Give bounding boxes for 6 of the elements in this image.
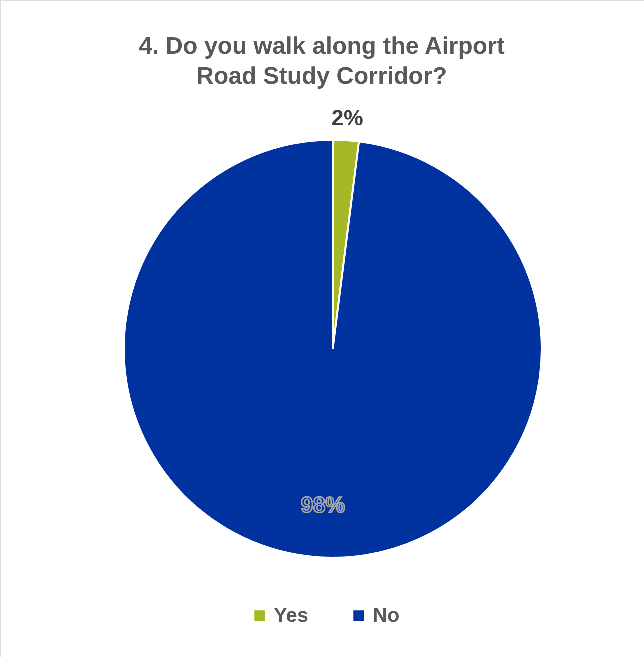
- legend-label: No: [373, 605, 400, 627]
- data-label: 2%: [332, 105, 364, 130]
- pie-slice: [123, 139, 543, 559]
- legend-label: Yes: [274, 605, 308, 627]
- chart-title: 4. Do you walk along the Airport Road Study Corridor?: [139, 33, 505, 90]
- data-label: 98%: [301, 492, 346, 518]
